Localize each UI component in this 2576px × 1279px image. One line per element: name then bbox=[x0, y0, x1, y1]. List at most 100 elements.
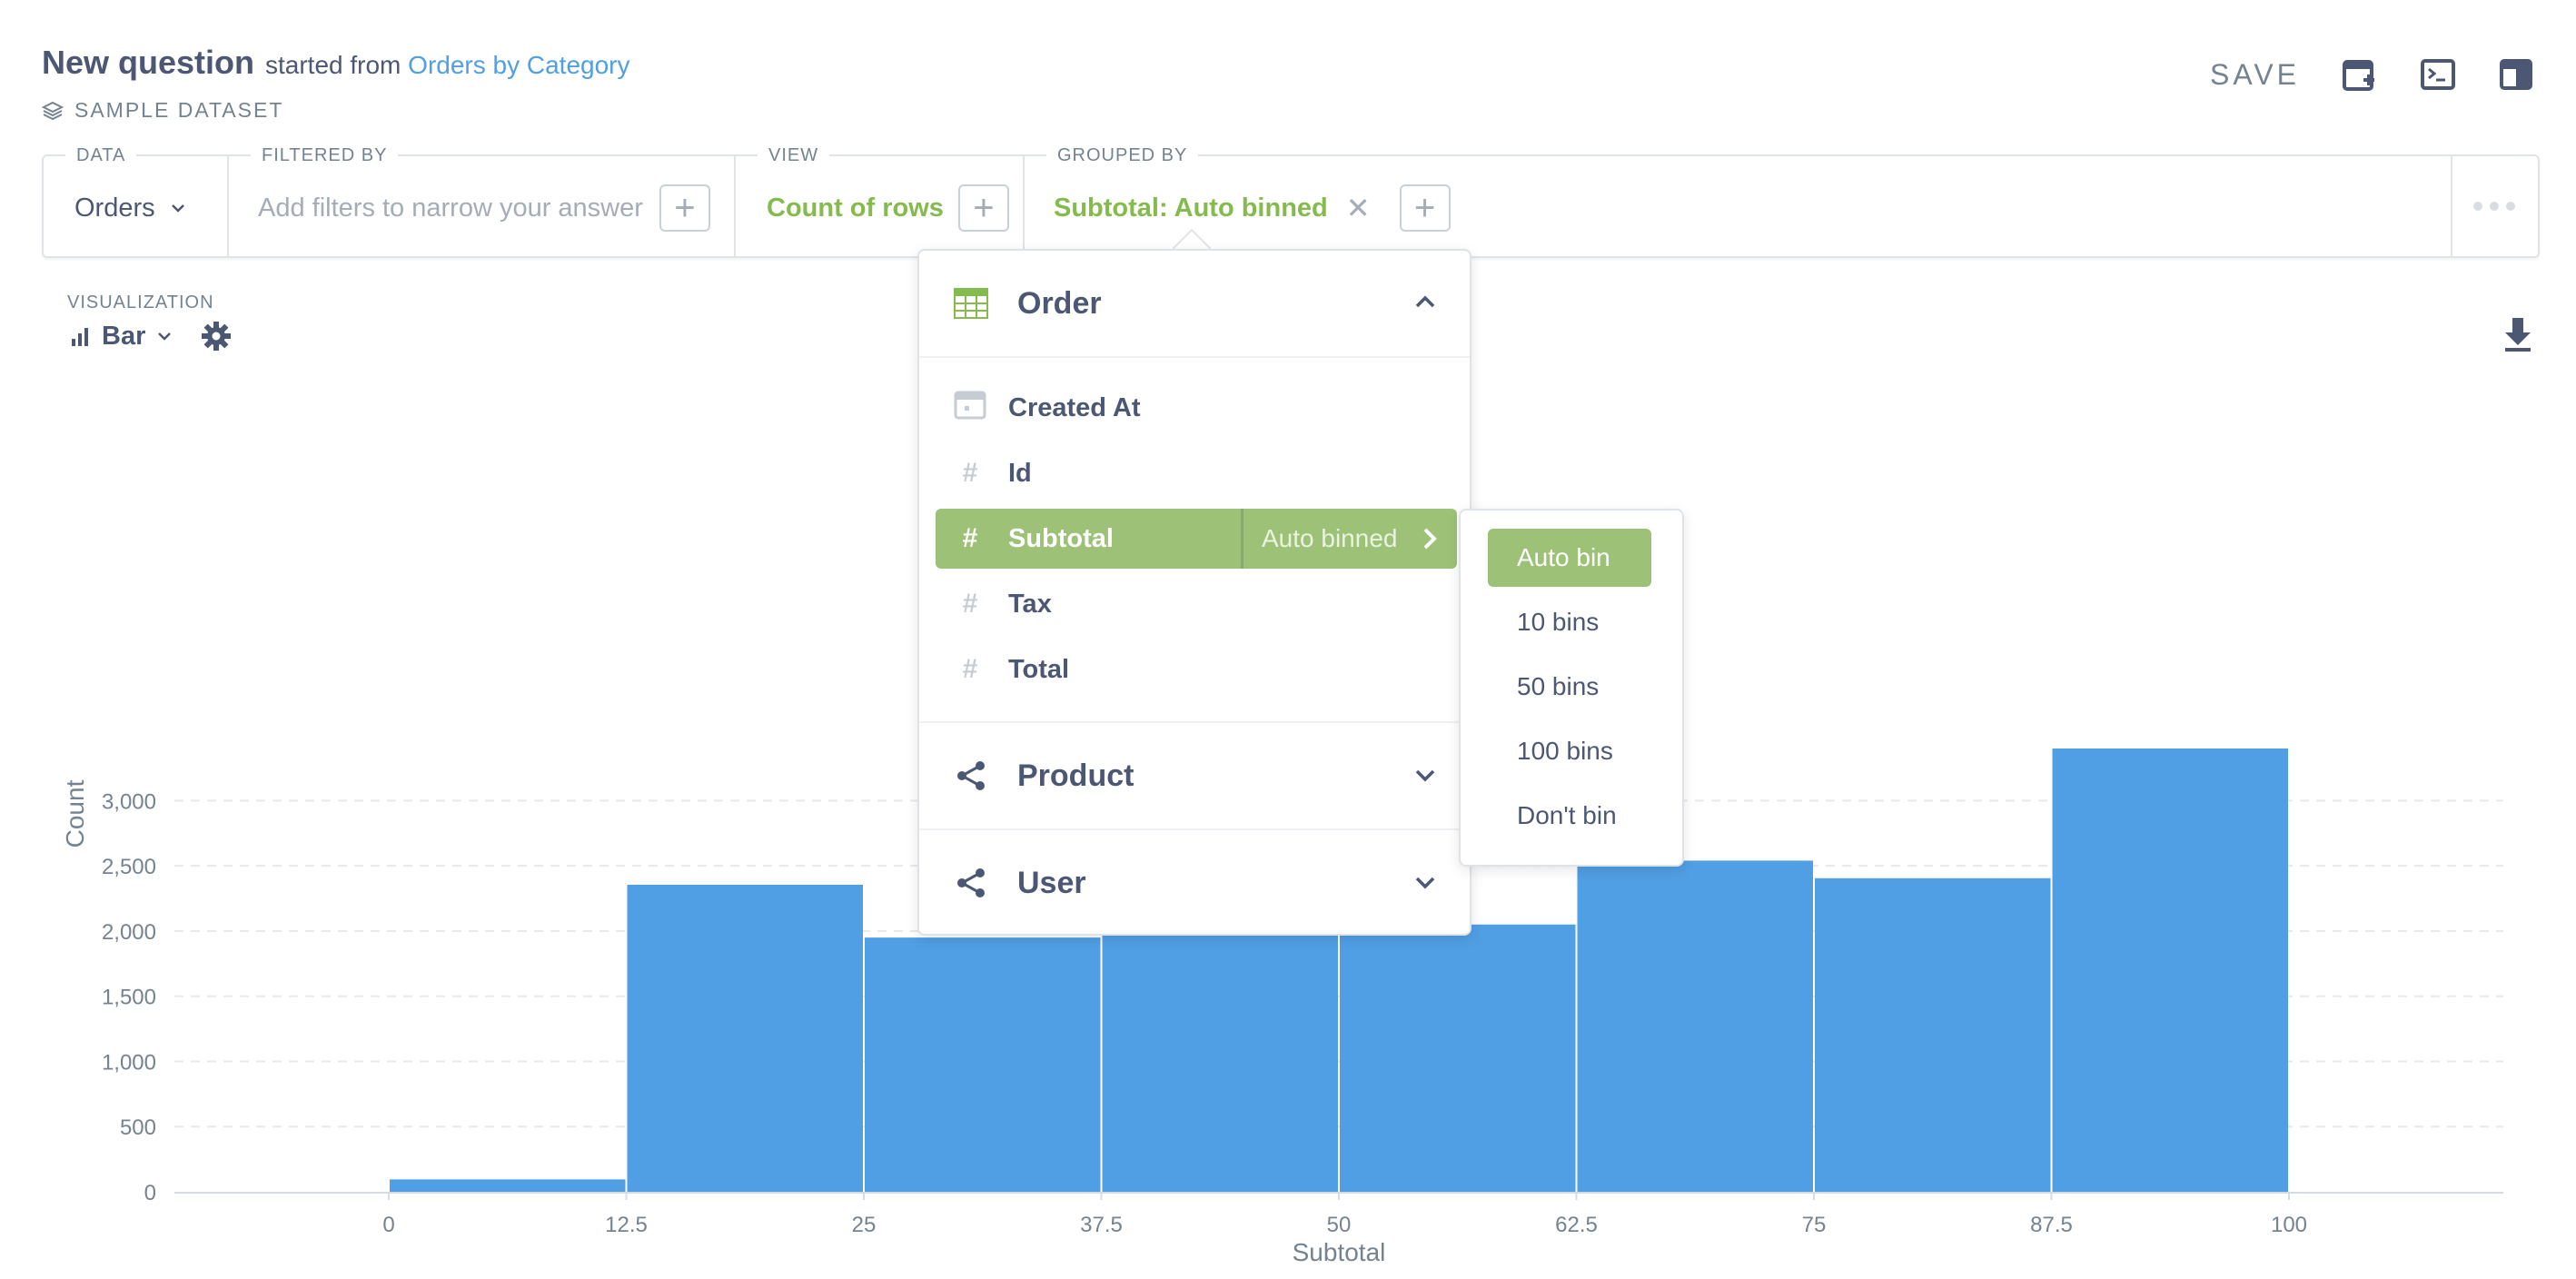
started-from-prefix: started from bbox=[265, 51, 401, 79]
section-name: Order bbox=[1017, 285, 1102, 321]
section-product[interactable]: Product bbox=[919, 723, 1470, 828]
binning-toggle[interactable]: Auto binned bbox=[1241, 509, 1457, 569]
remove-breakout-icon[interactable]: ✕ bbox=[1345, 192, 1371, 224]
field-name: Total bbox=[1008, 654, 1070, 684]
bar[interactable] bbox=[2052, 749, 2289, 1192]
sql-editor-icon[interactable] bbox=[2420, 56, 2456, 93]
started-from: started from Orders by Category bbox=[265, 51, 630, 80]
data-source-picker[interactable]: Orders bbox=[74, 185, 186, 231]
source-question-link[interactable]: Orders by Category bbox=[408, 51, 630, 79]
add-breakout-button[interactable]: + bbox=[1399, 184, 1451, 232]
bar-chart-icon bbox=[72, 328, 88, 346]
gear-icon[interactable] bbox=[200, 320, 233, 352]
dataset-breadcrumb[interactable]: SAMPLE DATASET bbox=[42, 98, 283, 123]
data-section-label: DATA bbox=[65, 145, 137, 166]
field-tax[interactable]: # Tax bbox=[936, 574, 1457, 634]
x-tick-label: 100 bbox=[2271, 1213, 2307, 1237]
visualization-type: Bar bbox=[102, 321, 146, 351]
field-created-at[interactable]: Created At bbox=[936, 378, 1457, 438]
field-total[interactable]: # Total bbox=[936, 640, 1457, 699]
y-tick-label: 500 bbox=[120, 1115, 156, 1140]
section-order[interactable]: Order bbox=[919, 251, 1470, 356]
breakout-value[interactable]: Subtotal: Auto binned bbox=[1054, 193, 1328, 223]
section-user[interactable]: User bbox=[919, 830, 1470, 936]
bar[interactable] bbox=[1815, 877, 2051, 1192]
filter-section-label: FILTERED BY bbox=[251, 145, 399, 166]
field-name: Subtotal bbox=[1008, 523, 1114, 553]
bar[interactable] bbox=[865, 937, 1101, 1192]
bar-chart: 0 500 1,000 1,500 2,000 2,500 3,000 0 12.5 25 37.5… bbox=[61, 749, 2503, 1266]
download-icon[interactable] bbox=[2502, 316, 2534, 352]
bin-option-100[interactable]: 100 bins bbox=[1517, 737, 1613, 765]
database-layers-icon bbox=[42, 101, 64, 120]
y-tick-label: 3,000 bbox=[102, 789, 156, 814]
column-picker-popover: Order Created At # Id # Subtotal Auto bi… bbox=[917, 249, 1471, 936]
x-tick-label: 12.5 bbox=[605, 1213, 648, 1237]
data-section: DATA Orders bbox=[44, 145, 229, 256]
x-tick-label: 87.5 bbox=[2030, 1213, 2073, 1237]
bar[interactable] bbox=[627, 884, 864, 1192]
table-icon bbox=[952, 284, 990, 322]
field-name: Tax bbox=[1008, 589, 1052, 619]
bar[interactable] bbox=[390, 1179, 626, 1192]
bin-option-50[interactable]: 50 bins bbox=[1517, 672, 1600, 700]
x-tick-label: 37.5 bbox=[1080, 1213, 1123, 1237]
chevron-right-icon bbox=[1423, 528, 1437, 550]
aggregation-value[interactable]: Count of rows bbox=[767, 193, 944, 223]
add-filter-button[interactable]: + bbox=[659, 184, 710, 232]
add-to-dashboard-icon[interactable] bbox=[2342, 56, 2378, 93]
hash-icon: # bbox=[962, 654, 978, 684]
bar[interactable] bbox=[1340, 924, 1576, 1192]
connections-icon bbox=[952, 864, 990, 902]
field-subtotal[interactable]: # Subtotal Auto binned bbox=[936, 509, 1457, 569]
group-section: GROUPED BY Subtotal: Auto binned ✕ + bbox=[1025, 145, 2452, 256]
add-aggregation-button[interactable]: + bbox=[957, 184, 1009, 232]
view-section-label: VIEW bbox=[758, 145, 830, 166]
x-tick-label: 25 bbox=[852, 1213, 877, 1237]
view-area: Count of rows + bbox=[767, 184, 1009, 232]
filter-placeholder[interactable]: Add filters to narrow your answer bbox=[258, 193, 643, 223]
x-tick-label: 62.5 bbox=[1555, 1213, 1598, 1237]
bin-option-auto[interactable]: Auto bin bbox=[1488, 529, 1651, 587]
more-options-icon[interactable] bbox=[2451, 156, 2538, 256]
y-axis-label: Count bbox=[61, 779, 89, 848]
x-tick-label: 75 bbox=[1802, 1213, 1827, 1237]
header-actions: SAVE bbox=[2210, 56, 2534, 93]
visualization-label: VISUALIZATION bbox=[67, 292, 214, 312]
connections-icon bbox=[952, 757, 990, 795]
filter-area: Add filters to narrow your answer + bbox=[258, 184, 710, 232]
calendar-icon bbox=[952, 388, 988, 428]
sidebar-toggle-icon[interactable] bbox=[2498, 56, 2534, 93]
view-section: VIEW Count of rows + bbox=[736, 145, 1025, 256]
hash-icon: # bbox=[962, 523, 978, 553]
chevron-down-icon bbox=[171, 204, 184, 213]
query-builder: DATA Orders FILTERED BY Add filters to n… bbox=[42, 145, 2540, 258]
chevron-down-icon bbox=[158, 332, 172, 341]
group-section-label: GROUPED BY bbox=[1046, 145, 1199, 166]
y-tick-label: 2,500 bbox=[102, 855, 156, 879]
page-title: New question bbox=[42, 44, 255, 81]
x-axis-label: Subtotal bbox=[1293, 1238, 1386, 1266]
group-area: Subtotal: Auto binned ✕ + bbox=[1054, 184, 1451, 232]
field-id[interactable]: # Id bbox=[936, 443, 1457, 503]
hash-icon: # bbox=[962, 458, 978, 488]
chevron-down-icon bbox=[1415, 769, 1435, 782]
x-tick-label: 0 bbox=[382, 1213, 394, 1237]
data-source-value: Orders bbox=[74, 193, 155, 223]
x-tick-label: 50 bbox=[1327, 1213, 1352, 1237]
filter-section: FILTERED BY Add filters to narrow your a… bbox=[229, 145, 736, 256]
bar[interactable] bbox=[1102, 930, 1339, 1192]
binning-value: Auto binned bbox=[1262, 524, 1398, 552]
bar[interactable] bbox=[1577, 860, 1814, 1192]
dataset-name: SAMPLE DATASET bbox=[74, 98, 284, 122]
binning-menu: Auto bin 10 bins 50 bins 100 bins Don't … bbox=[1459, 509, 1684, 867]
bin-option-10[interactable]: 10 bins bbox=[1517, 608, 1600, 636]
y-tick-label: 2,000 bbox=[102, 920, 156, 945]
visualization-picker[interactable]: Bar bbox=[69, 320, 233, 352]
save-button[interactable]: SAVE bbox=[2210, 57, 2300, 91]
y-tick-label: 1,000 bbox=[102, 1050, 156, 1075]
section-name: User bbox=[1017, 865, 1086, 900]
field-name: Id bbox=[1008, 458, 1032, 488]
hash-icon: # bbox=[962, 589, 978, 619]
bin-option-dont-bin[interactable]: Don't bin bbox=[1517, 801, 1617, 829]
